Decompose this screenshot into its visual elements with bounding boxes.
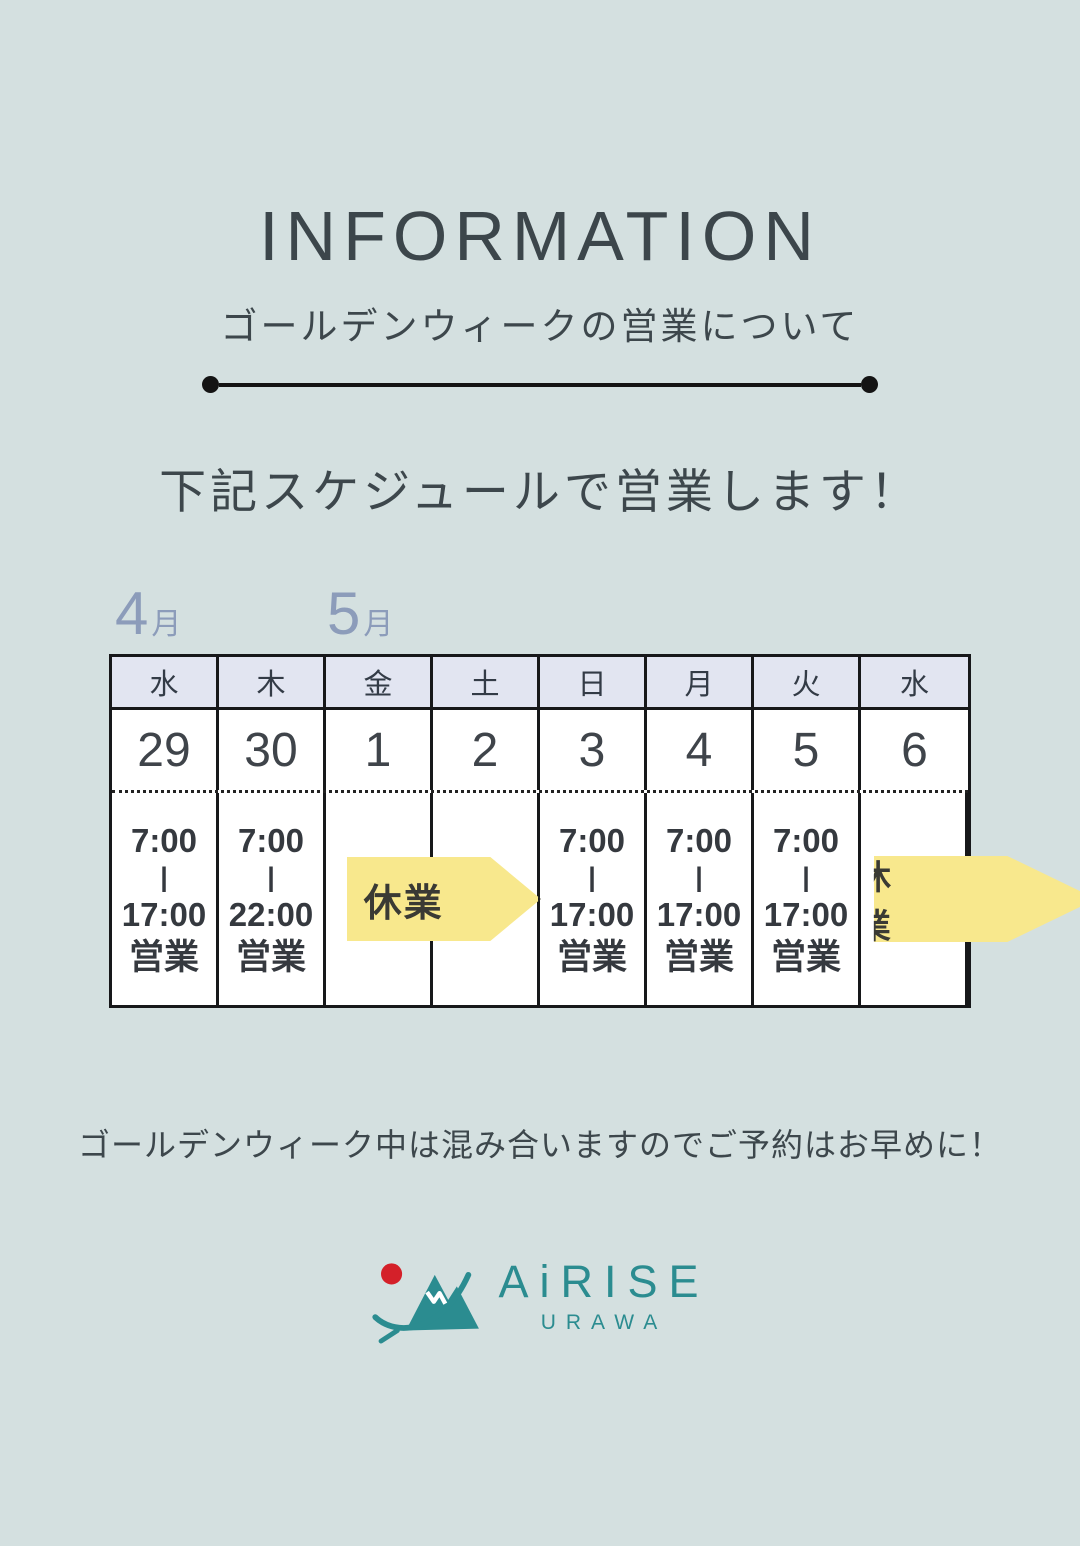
date-cell: 29 <box>112 710 219 790</box>
date-cell: 5 <box>754 710 861 790</box>
page-subtitle: ゴールデンウィークの営業について <box>220 307 860 348</box>
closed-banner-arrow: 休業 <box>873 856 1080 942</box>
date-cell: 2 <box>433 710 540 790</box>
divider-rule <box>219 382 861 387</box>
day-header: 木 <box>219 657 326 707</box>
divider-dot-left <box>202 376 219 393</box>
day-header: 土 <box>433 657 540 707</box>
date-cell: 4 <box>647 710 754 790</box>
hours-cell: 7:00 | 17:00 営業 <box>754 793 861 1005</box>
date-cell: 3 <box>540 710 647 790</box>
announcement-poster: INFORMATION ゴールデンウィークの営業について 下記スケジュールで営業… <box>0 196 1080 1546</box>
divider-line <box>202 376 878 393</box>
date-row: 29 30 1 2 3 4 5 6 <box>112 710 968 793</box>
brand-wordmark: AiRISE URAWA <box>498 1259 709 1333</box>
month-label-may: 5 月 <box>327 580 394 647</box>
month-label-april: 4 月 <box>115 580 182 647</box>
page-title: INFORMATION <box>259 197 821 275</box>
brand-logo: AiRISE URAWA <box>0 1248 1080 1344</box>
date-cell: 1 <box>326 710 433 790</box>
date-cell: 30 <box>219 710 326 790</box>
day-header: 水 <box>899 669 929 701</box>
hours-cell: 7:00 | 17:00 営業 <box>647 793 754 1005</box>
day-header: 月 <box>647 657 754 707</box>
brand-name: AiRISE <box>498 1256 710 1307</box>
brand-location: URAWA <box>540 1311 668 1334</box>
day-header: 金 <box>326 657 433 707</box>
lead-text: 下記スケジュールで営業します！ <box>159 467 921 519</box>
day-header: 日 <box>540 657 647 707</box>
footer-note: ゴールデンウィーク中は混み合いますのでご予約はお早めに！ <box>77 1127 1002 1163</box>
schedule-table: 水 木 金 土 日 月 火 水 29 30 1 2 3 4 5 6 7:00 |… <box>109 654 1080 1008</box>
hours-cell: 7:00 | 17:00 営業 <box>112 793 219 1005</box>
month-labels: 4 月 5 月 <box>109 584 971 644</box>
day-header: 火 <box>754 657 861 707</box>
hours-cell: 7:00 | 17:00 営業 <box>540 793 647 1005</box>
hours-cell: 7:00 | 22:00 営業 <box>219 793 326 1005</box>
day-header: 水 <box>112 657 219 707</box>
day-header-row: 水 木 金 土 日 月 火 水 <box>112 657 968 710</box>
hours-row: 7:00 | 17:00 営業 7:00 | 22:00 営業 7:00 <box>112 793 1080 1005</box>
date-cell: 6 <box>901 723 928 777</box>
divider-dot-right <box>861 376 878 393</box>
mountain-logo-icon <box>372 1263 480 1344</box>
